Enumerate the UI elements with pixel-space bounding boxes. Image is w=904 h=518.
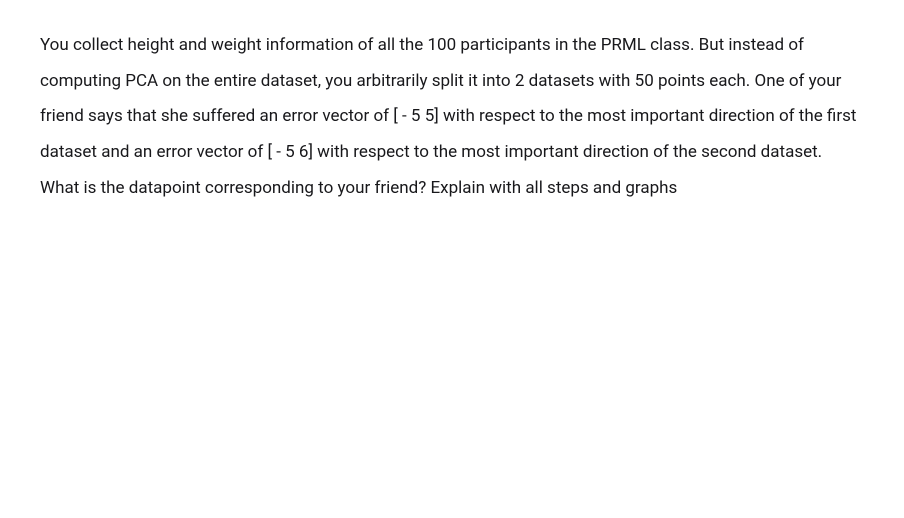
question-paragraph: You collect height and weight informatio… [40,28,864,206]
